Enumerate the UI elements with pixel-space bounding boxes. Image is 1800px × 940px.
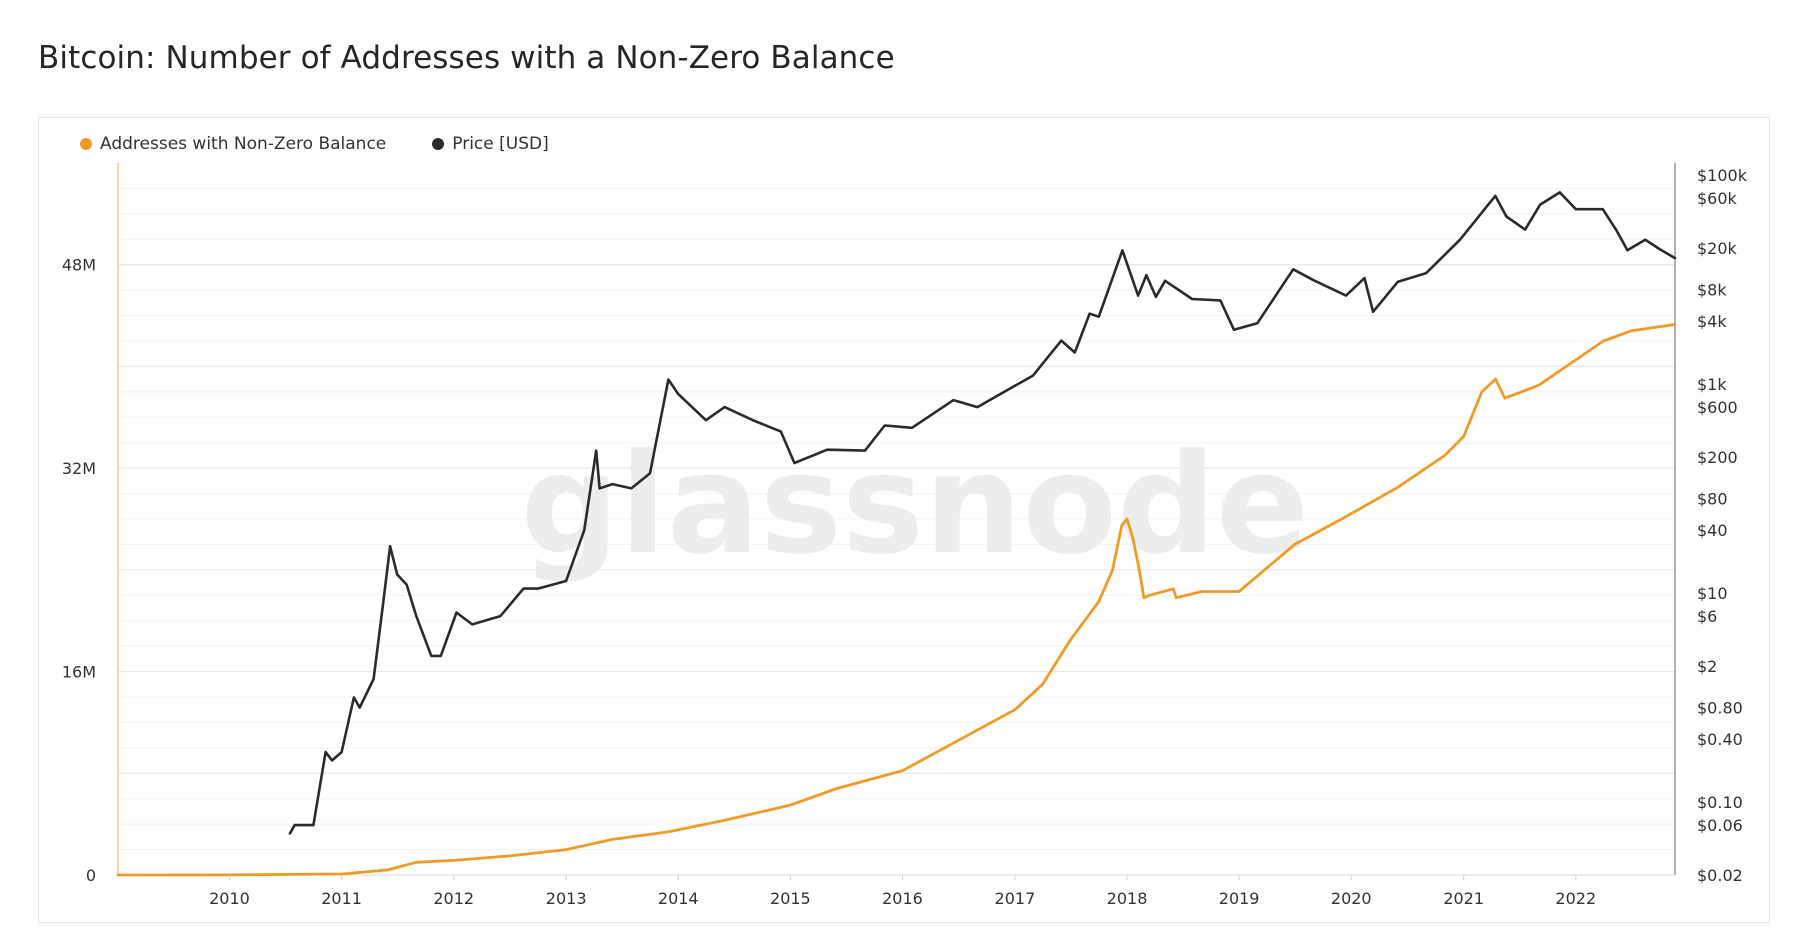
right-tick-label: $40 (1697, 521, 1728, 540)
x-tick-label: 2018 (1107, 889, 1148, 908)
legend-label-price: Price [USD] (452, 134, 549, 154)
right-tick-label: $0.10 (1697, 793, 1743, 812)
right-tick-label: $0.80 (1697, 699, 1743, 718)
series-line-addresses[interactable] (116, 323, 1677, 877)
x-tick-label: 2020 (1331, 889, 1372, 908)
x-tick-label: 2010 (209, 889, 250, 908)
series-line-price[interactable] (288, 191, 1677, 835)
right-tick-label: $4k (1697, 312, 1727, 331)
left-tick-label: 32M (62, 459, 96, 478)
right-tick-label: $80 (1697, 490, 1728, 509)
right-tick-label: $0.02 (1697, 866, 1743, 885)
x-axis-ticks: 2010 2011 2012 2013 2014 2015 2016 2017 2018 2019… (209, 875, 1596, 908)
right-tick-label: $100k (1697, 166, 1748, 185)
glassnode-watermark: glassnode (521, 424, 1310, 585)
legend-item-price[interactable]: Price [USD] (432, 134, 549, 154)
legend-dot-price (432, 138, 445, 150)
x-tick-label: 2016 (882, 889, 923, 908)
left-axis-ticks: 0 16M 32M 48M (62, 256, 96, 885)
right-tick-label: $0.40 (1697, 730, 1743, 749)
axes (117, 163, 1676, 876)
right-tick-label: $8k (1697, 281, 1727, 300)
x-tick-label: 2013 (546, 889, 587, 908)
right-axis-ticks: $100k $60k $20k $8k $4k $1k $600 $200 $80 $40 $10 $… (1697, 166, 1748, 885)
right-tick-label: $20k (1697, 239, 1738, 258)
x-tick-label: 2014 (658, 889, 699, 908)
x-tick-label: 2019 (1219, 889, 1260, 908)
right-tick-label: $200 (1697, 448, 1738, 467)
left-tick-label: 16M (62, 663, 96, 682)
right-tick-label: $0.06 (1697, 816, 1743, 835)
x-tick-label: 2022 (1555, 889, 1596, 908)
chart-card (38, 117, 1770, 923)
legend-item-addresses[interactable]: Addresses with Non-Zero Balance (80, 134, 386, 154)
left-tick-label: 48M (62, 256, 96, 275)
legend-label-addresses: Addresses with Non-Zero Balance (100, 134, 387, 154)
right-tick-label: $2 (1697, 657, 1717, 676)
x-tick-label: 2012 (433, 889, 474, 908)
right-tick-label: $6 (1697, 607, 1717, 626)
x-tick-label: 2011 (321, 889, 362, 908)
legend-dot-addresses (80, 138, 92, 150)
right-tick-label: $1k (1697, 375, 1727, 394)
left-tick-label: 0 (86, 866, 96, 885)
x-tick-label: 2021 (1443, 889, 1484, 908)
series-lines (116, 191, 1677, 877)
right-tick-label: $60k (1697, 189, 1738, 208)
x-tick-label: 2017 (995, 889, 1036, 908)
page-title: Bitcoin: Number of Addresses with a Non-… (38, 40, 895, 76)
x-tick-label: 2015 (770, 889, 811, 908)
right-tick-label: $600 (1697, 398, 1738, 417)
right-tick-label: $10 (1697, 584, 1728, 603)
chart-legend: Addresses with Non-Zero Balance Price [U… (80, 134, 549, 154)
